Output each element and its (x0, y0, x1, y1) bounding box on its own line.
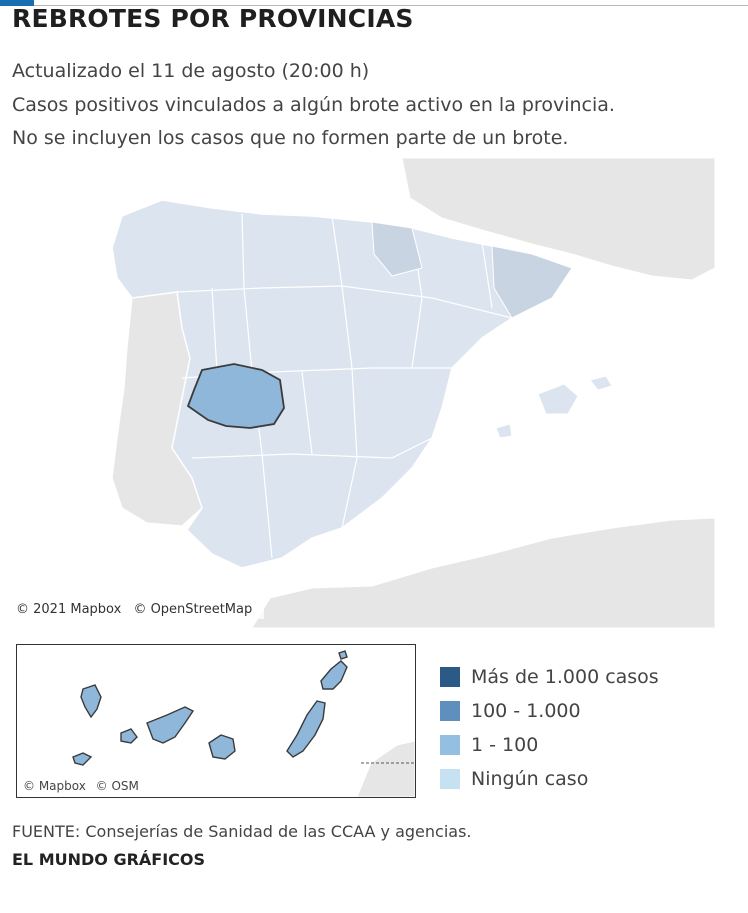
map-legend: Más de 1.000 casos 100 - 1.000 1 - 100 N… (440, 660, 659, 796)
africa-coast (356, 740, 415, 797)
france-landmass (401, 158, 715, 281)
description-line-1: Casos positivos vinculados a algún brote… (12, 94, 615, 116)
province-navarra[interactable] (371, 221, 423, 277)
province-catalonia[interactable] (491, 245, 573, 319)
legend-label: Más de 1.000 casos (471, 666, 659, 688)
map-attribution: © 2021 Mapbox © OpenStreetMap (12, 600, 265, 619)
legend-swatch (440, 769, 460, 789)
africa-landmass (251, 517, 715, 628)
island-la-graciosa[interactable] (338, 650, 348, 660)
updated-text: Actualizado el 11 de agosto (20:00 h) (12, 60, 370, 82)
source-note: FUENTE: Consejerías de Sanidad de las CC… (12, 822, 472, 841)
balearic-islands[interactable] (495, 375, 613, 439)
canary-map-canvas (17, 645, 415, 797)
island-la-palma[interactable] (80, 684, 102, 719)
legend-label: 1 - 100 (471, 734, 539, 756)
legend-item-100-1000: 100 - 1.000 (440, 694, 659, 728)
legend-item-mas-1000: Más de 1.000 casos (440, 660, 659, 694)
attribution-osm[interactable]: © OpenStreetMap (133, 602, 253, 617)
canary-islands[interactable] (72, 650, 348, 766)
spain-map[interactable] (12, 158, 715, 628)
top-accent-rule (34, 5, 748, 6)
spain-map-canvas (12, 158, 715, 628)
description-line-2: No se incluyen los casos que no formen p… (12, 127, 569, 149)
island-gran-canaria[interactable] (208, 734, 236, 760)
canary-sea (17, 645, 415, 797)
island-tenerife[interactable] (146, 706, 195, 744)
island-la-gomera[interactable] (120, 728, 138, 744)
island-el-hierro[interactable] (72, 752, 93, 766)
top-accent-blue (0, 0, 34, 6)
canary-islands-inset[interactable]: © Mapbox © OSM (16, 644, 416, 798)
legend-label: 100 - 1.000 (471, 700, 581, 722)
legend-swatch (440, 701, 460, 721)
legend-item-ningun-caso: Ningún caso (440, 762, 659, 796)
legend-item-1-100: 1 - 100 (440, 728, 659, 762)
legend-label: Ningún caso (471, 768, 589, 790)
inset-attribution-osm[interactable]: © OSM (95, 779, 139, 793)
inset-attribution-mapbox[interactable]: © Mapbox (23, 779, 86, 793)
province-highlighted[interactable] (186, 363, 285, 429)
inset-attribution: © Mapbox © OSM (23, 779, 145, 793)
credit-text: EL MUNDO GRÁFICOS (12, 850, 206, 869)
legend-swatch (440, 735, 460, 755)
top-accent-line (0, 0, 748, 8)
island-fuerteventura[interactable] (286, 700, 326, 758)
attribution-mapbox[interactable]: © 2021 Mapbox (16, 602, 122, 617)
legend-swatch (440, 667, 460, 687)
page-title: REBROTES POR PROVINCIAS (12, 4, 414, 33)
island-lanzarote[interactable] (320, 660, 348, 690)
